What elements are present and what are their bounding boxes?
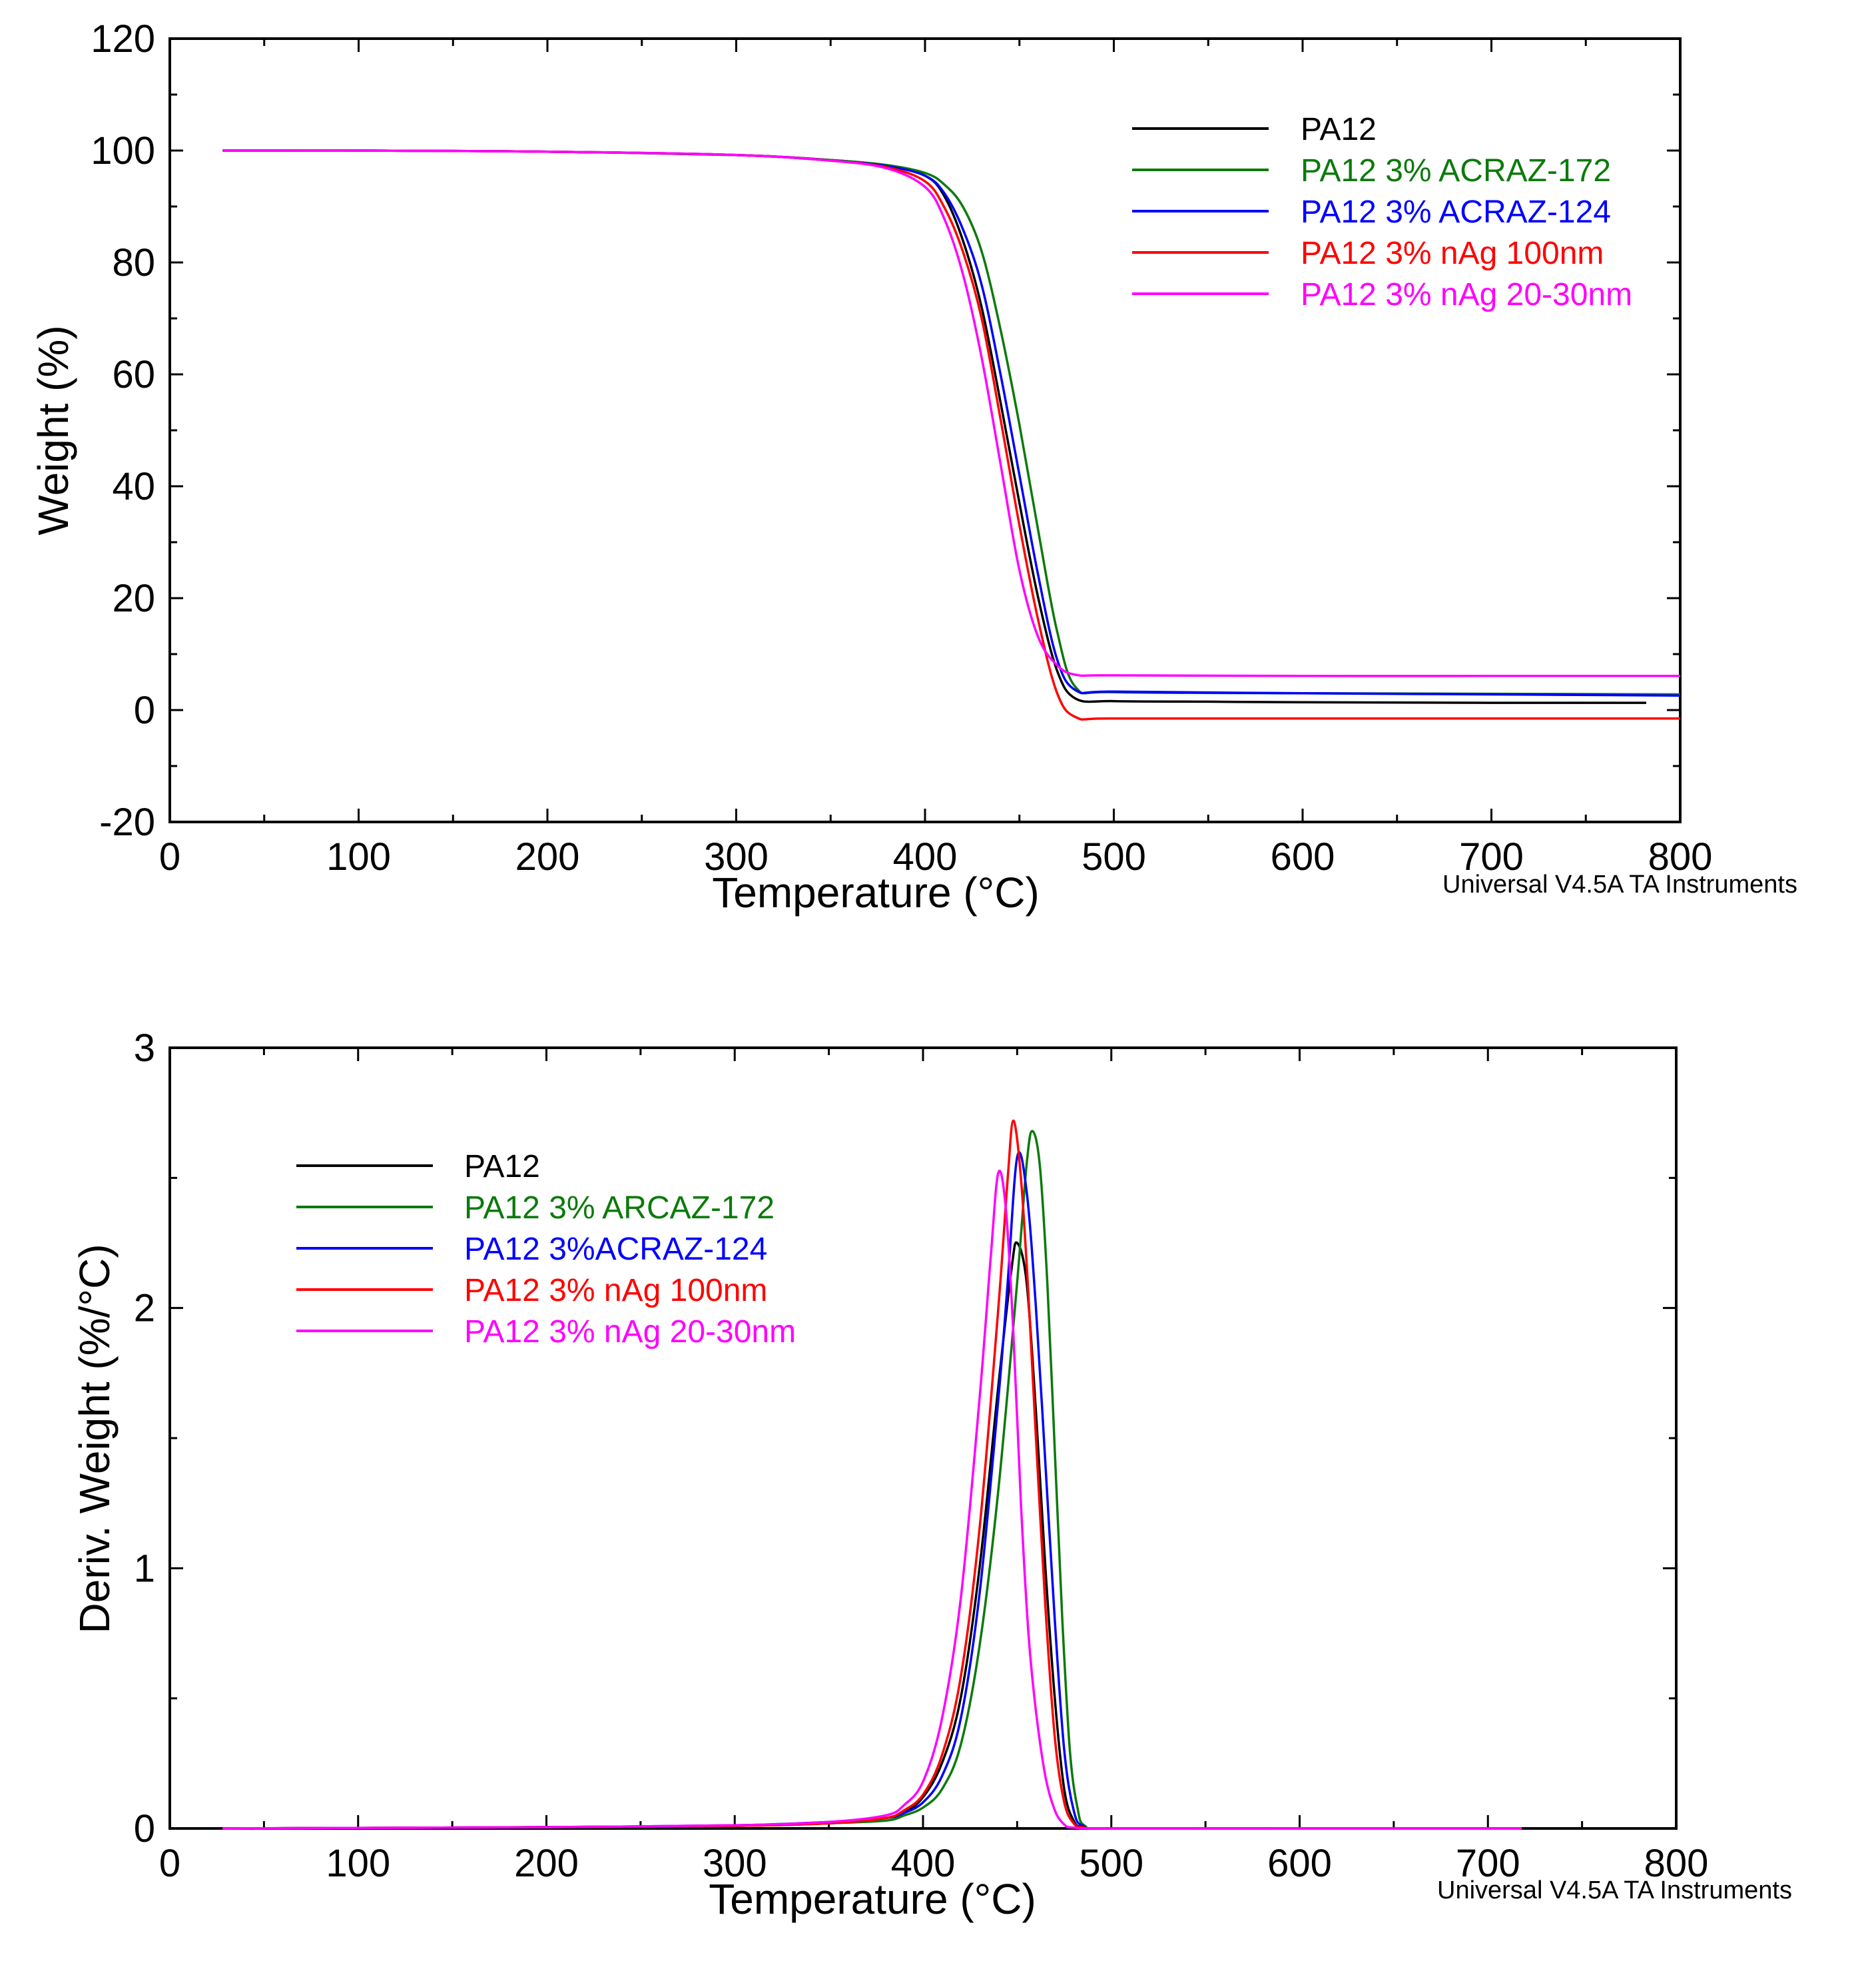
y-tick-label: 100 — [91, 129, 155, 173]
plot-area — [222, 149, 1681, 721]
instrument-footer: Universal V4.5A TA Instruments — [1442, 871, 1797, 899]
x-tick-label: 100 — [326, 1842, 390, 1885]
x-axis-label: Temperature (°C) — [712, 869, 1040, 917]
series-line-pa12-3-arcaz-172 — [222, 1130, 1522, 1830]
x-axis-label: Temperature (°C) — [709, 1875, 1036, 1923]
x-tick-label: 800 — [1644, 1842, 1709, 1885]
y-tick-label: 120 — [91, 17, 155, 61]
y-tick-label: 1 — [134, 1547, 155, 1590]
legend-label: PA12 3%ACRAZ-124 — [464, 1232, 767, 1267]
instrument-footer: Universal V4.5A TA Instruments — [1437, 1876, 1792, 1904]
x-tick-label: 400 — [891, 1842, 956, 1885]
y-axis-label: Weight (%) — [29, 325, 77, 535]
legend-label: PA12 3% ACRAZ-124 — [1301, 195, 1611, 230]
x-tick-label: 0 — [159, 1842, 180, 1885]
y-tick-label: -20 — [99, 801, 155, 844]
tga-weight-chart: 0 100 200 300 400 500 600 700 800 -2002040608010… — [29, 17, 1797, 917]
y-tick-label: 3 — [134, 1026, 155, 1070]
legend-label: PA12 3% nAg 100nm — [464, 1273, 767, 1308]
x-tick-label: 700 — [1459, 835, 1524, 879]
x-tick-label: 600 — [1267, 1842, 1332, 1885]
x-tick-label: 800 — [1648, 835, 1713, 879]
legend-label: PA12 3% nAg 20-30nm — [1301, 277, 1632, 312]
y-tick-label: 80 — [112, 241, 155, 284]
y-tick-label: 40 — [112, 465, 155, 508]
y-tick-label: 0 — [134, 1807, 155, 1850]
y-tick-labels: -20 0 20 40 60 80 100 120 — [91, 17, 155, 844]
y-axis-label: Deriv. Weight (%/°C) — [71, 1244, 119, 1633]
y-tick-label: 20 — [112, 577, 155, 620]
series-line-pa12 — [222, 149, 1647, 704]
legend-label: PA12 — [464, 1149, 540, 1184]
y-tick-label: 2 — [134, 1287, 155, 1330]
axis-ticks — [168, 37, 1682, 823]
plot-area — [222, 1119, 1522, 1830]
y-tick-label: 60 — [112, 353, 155, 396]
x-tick-label: 200 — [514, 1842, 579, 1885]
x-tick-label: 600 — [1271, 835, 1335, 879]
series-line-pa12-3-nag-100nm — [222, 1119, 1522, 1830]
series-line-pa12-3-nag-20-30nm — [222, 149, 1680, 677]
x-tick-labels: 0 100 200 300 400 500 600 700 800 — [159, 835, 1713, 879]
x-tick-label: 300 — [704, 835, 769, 879]
x-tick-label: 200 — [515, 835, 580, 879]
dtg-derivative-chart: 0 100 200 300 400 500 600 700 800 0 1 2 3 Temperatu… — [71, 1026, 1792, 1923]
legend-label: PA12 3% nAg 100nm — [1301, 236, 1604, 271]
series-line-pa12-3-acraz-124 — [222, 1151, 1522, 1830]
x-tick-label: 400 — [893, 835, 958, 879]
y-tick-labels: 0 1 2 3 — [134, 1026, 155, 1850]
x-tick-label: 500 — [1079, 1842, 1143, 1885]
legend: PA12 PA12 3% ARCAZ-172 PA12 3%ACRAZ-124 PA1… — [296, 1149, 796, 1350]
x-tick-labels: 0 100 200 300 400 500 600 700 800 — [159, 1842, 1709, 1885]
x-tick-label: 0 — [159, 835, 180, 879]
series-line-pa12-3-acraz-124 — [222, 149, 1681, 697]
series-line-pa12-3-acraz-172 — [222, 149, 1681, 696]
axis-ticks — [168, 1046, 1678, 1830]
x-tick-label: 500 — [1082, 835, 1146, 879]
legend: PA12 PA12 3% ACRAZ-172 PA12 3% ACRAZ-124 PA… — [1132, 112, 1632, 312]
legend-label: PA12 3% nAg 20-30nm — [464, 1314, 796, 1350]
y-tick-label: 0 — [134, 689, 155, 732]
x-tick-label: 100 — [326, 835, 391, 879]
x-tick-label: 300 — [703, 1842, 767, 1885]
legend-label: PA12 3% ARCAZ-172 — [464, 1190, 775, 1226]
series-line-pa12-3-nag-20-30nm — [222, 1170, 1522, 1830]
legend-label: PA12 — [1301, 112, 1377, 147]
legend-label: PA12 3% ACRAZ-172 — [1301, 153, 1611, 189]
x-tick-label: 700 — [1456, 1842, 1520, 1885]
